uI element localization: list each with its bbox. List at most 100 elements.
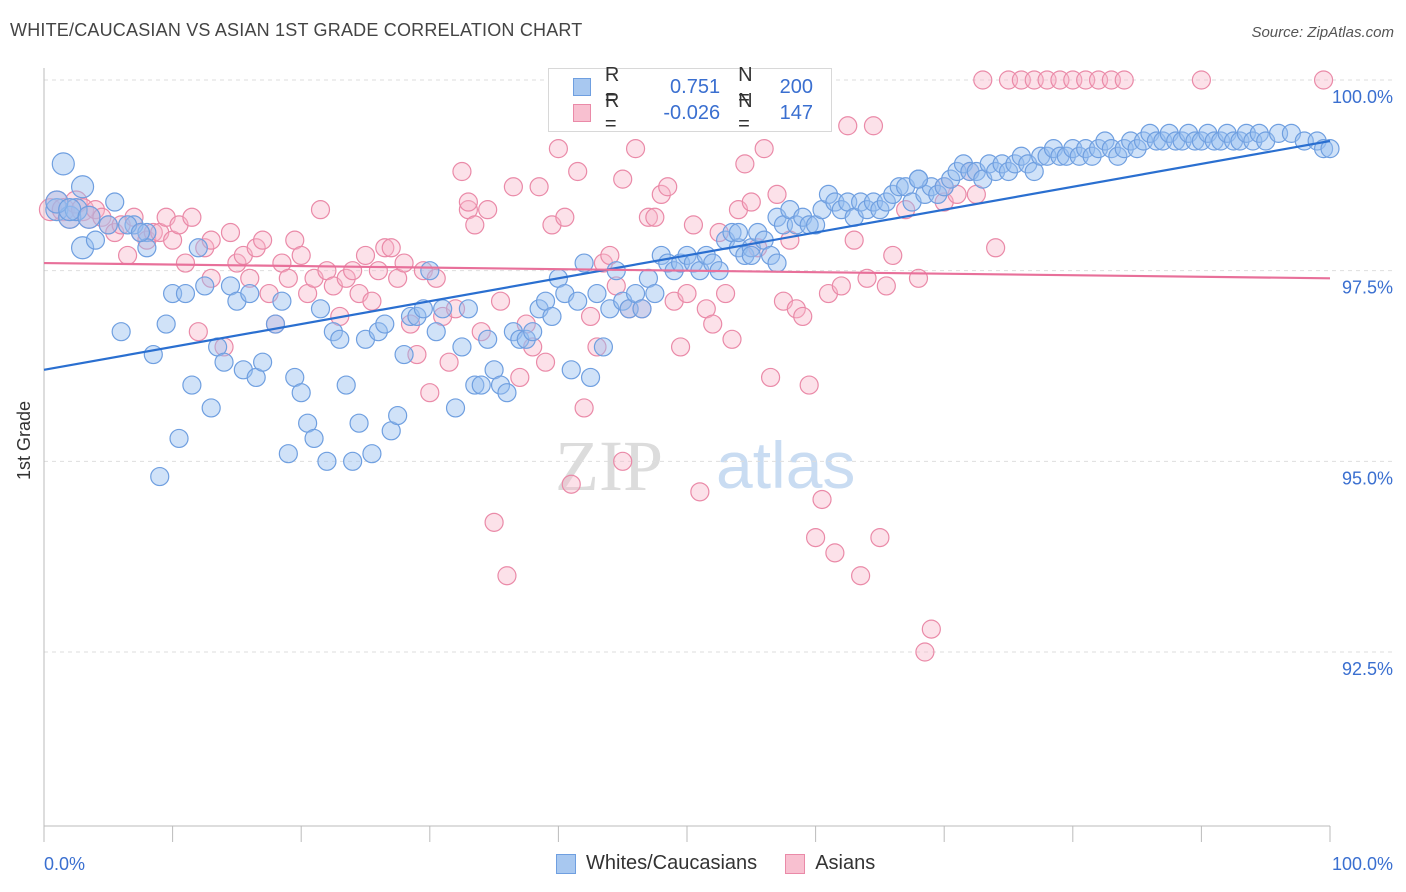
whites-point — [876, 192, 896, 212]
whites-point — [317, 451, 337, 471]
asians-point — [246, 238, 266, 258]
whites-point — [941, 169, 961, 189]
asians-point — [175, 253, 196, 273]
asians-point — [510, 367, 530, 388]
r-label: R = — [604, 90, 620, 135]
whites-point — [51, 152, 75, 176]
series-legend: Whites/Caucasians Asians — [556, 852, 903, 875]
asians-point — [883, 245, 903, 266]
stats-legend: R = 0.751 N = 200 R = -0.026 N = 147 — [548, 64, 832, 135]
x-tick-label: 0.0% — [44, 854, 85, 874]
asians-point — [574, 398, 594, 418]
whites-point — [169, 428, 189, 449]
asians-point — [51, 198, 75, 222]
asians-point — [908, 268, 929, 288]
whites-point — [1320, 139, 1340, 159]
whites-point — [182, 375, 202, 395]
asians-point — [253, 230, 273, 250]
y-tick-label: 92.5% — [1342, 659, 1393, 679]
whites-point — [130, 222, 151, 243]
asians-point — [651, 184, 671, 204]
whites-point — [561, 360, 581, 380]
whites-point — [362, 444, 382, 464]
whites-point — [908, 169, 929, 189]
asians-point — [278, 268, 298, 288]
asians-point — [240, 268, 260, 288]
whites-point — [574, 253, 594, 273]
whites-point — [98, 215, 118, 235]
whites-point — [870, 200, 890, 220]
whites-point — [323, 322, 343, 342]
asians-point — [760, 367, 781, 388]
asians-point — [439, 352, 459, 372]
asians-point — [548, 139, 569, 159]
whites-point — [465, 375, 485, 395]
asians-point — [799, 375, 819, 395]
whites-point — [58, 205, 82, 229]
legend-row-whites: R = 0.751 N = 200 — [573, 64, 831, 109]
r-value: -0.026 — [663, 101, 721, 124]
asians-point — [503, 177, 523, 197]
asians-point — [1313, 70, 1334, 90]
legend-label-whites: Whites/Caucasians — [586, 852, 758, 874]
whites-point — [349, 413, 369, 433]
asians-point — [921, 619, 941, 639]
asians-point — [812, 489, 832, 510]
asians-point — [426, 268, 446, 288]
whites-point — [471, 375, 491, 395]
n-value: 200 — [779, 75, 813, 98]
whites-point — [458, 299, 478, 319]
whites-point — [760, 245, 781, 266]
whites-point — [426, 322, 446, 342]
asians-point — [638, 207, 659, 227]
r-value: 0.751 — [670, 75, 721, 98]
y-tick-label: 100.0% — [1332, 87, 1393, 107]
asians-point — [1191, 70, 1212, 90]
whites-point — [490, 375, 511, 395]
whites-legend-swatch-icon — [556, 853, 576, 874]
asians-point — [715, 283, 736, 304]
asians-point — [915, 642, 935, 662]
asians-point — [336, 268, 356, 288]
whites-point — [156, 314, 176, 334]
asians-point — [400, 314, 421, 334]
chart-source: Source: ZipAtlas.com — [1251, 24, 1394, 41]
asians-point — [535, 352, 556, 372]
asians-point — [805, 527, 826, 548]
asians-point — [478, 200, 498, 220]
whites-point — [645, 283, 665, 304]
whites-point — [748, 222, 768, 243]
asians-point — [722, 329, 742, 349]
legend-item-whites[interactable]: Whites/Caucasians — [556, 852, 757, 875]
whites-point — [523, 322, 543, 342]
r-label: R = — [604, 64, 620, 109]
y-tick-label: 97.5% — [1342, 278, 1393, 298]
whites-point — [407, 306, 427, 327]
asians-swatch-icon — [573, 104, 591, 122]
whites-point — [150, 466, 170, 487]
asians-point — [831, 276, 851, 296]
whites-point — [593, 337, 614, 357]
asians-point — [838, 116, 858, 136]
asians-point — [625, 139, 646, 159]
legend-item-asians[interactable]: Asians — [785, 852, 875, 875]
whites-point — [85, 230, 106, 250]
whites-point — [580, 367, 601, 388]
asians-point — [420, 383, 440, 403]
whites-point — [728, 222, 749, 243]
whites-point — [445, 398, 466, 418]
whites-point — [175, 283, 196, 304]
whites-point — [310, 299, 331, 319]
asians-point — [703, 314, 723, 334]
whites-point — [998, 161, 1019, 182]
asians-point — [381, 238, 401, 258]
asians-point — [870, 527, 890, 548]
whites-point — [111, 322, 131, 342]
asians-point — [741, 192, 761, 212]
asians-point — [793, 306, 813, 327]
asians-point — [220, 222, 241, 243]
whites-point — [70, 175, 95, 199]
asians-point — [484, 512, 504, 532]
whites-point — [497, 383, 517, 403]
asians-point — [452, 161, 472, 182]
